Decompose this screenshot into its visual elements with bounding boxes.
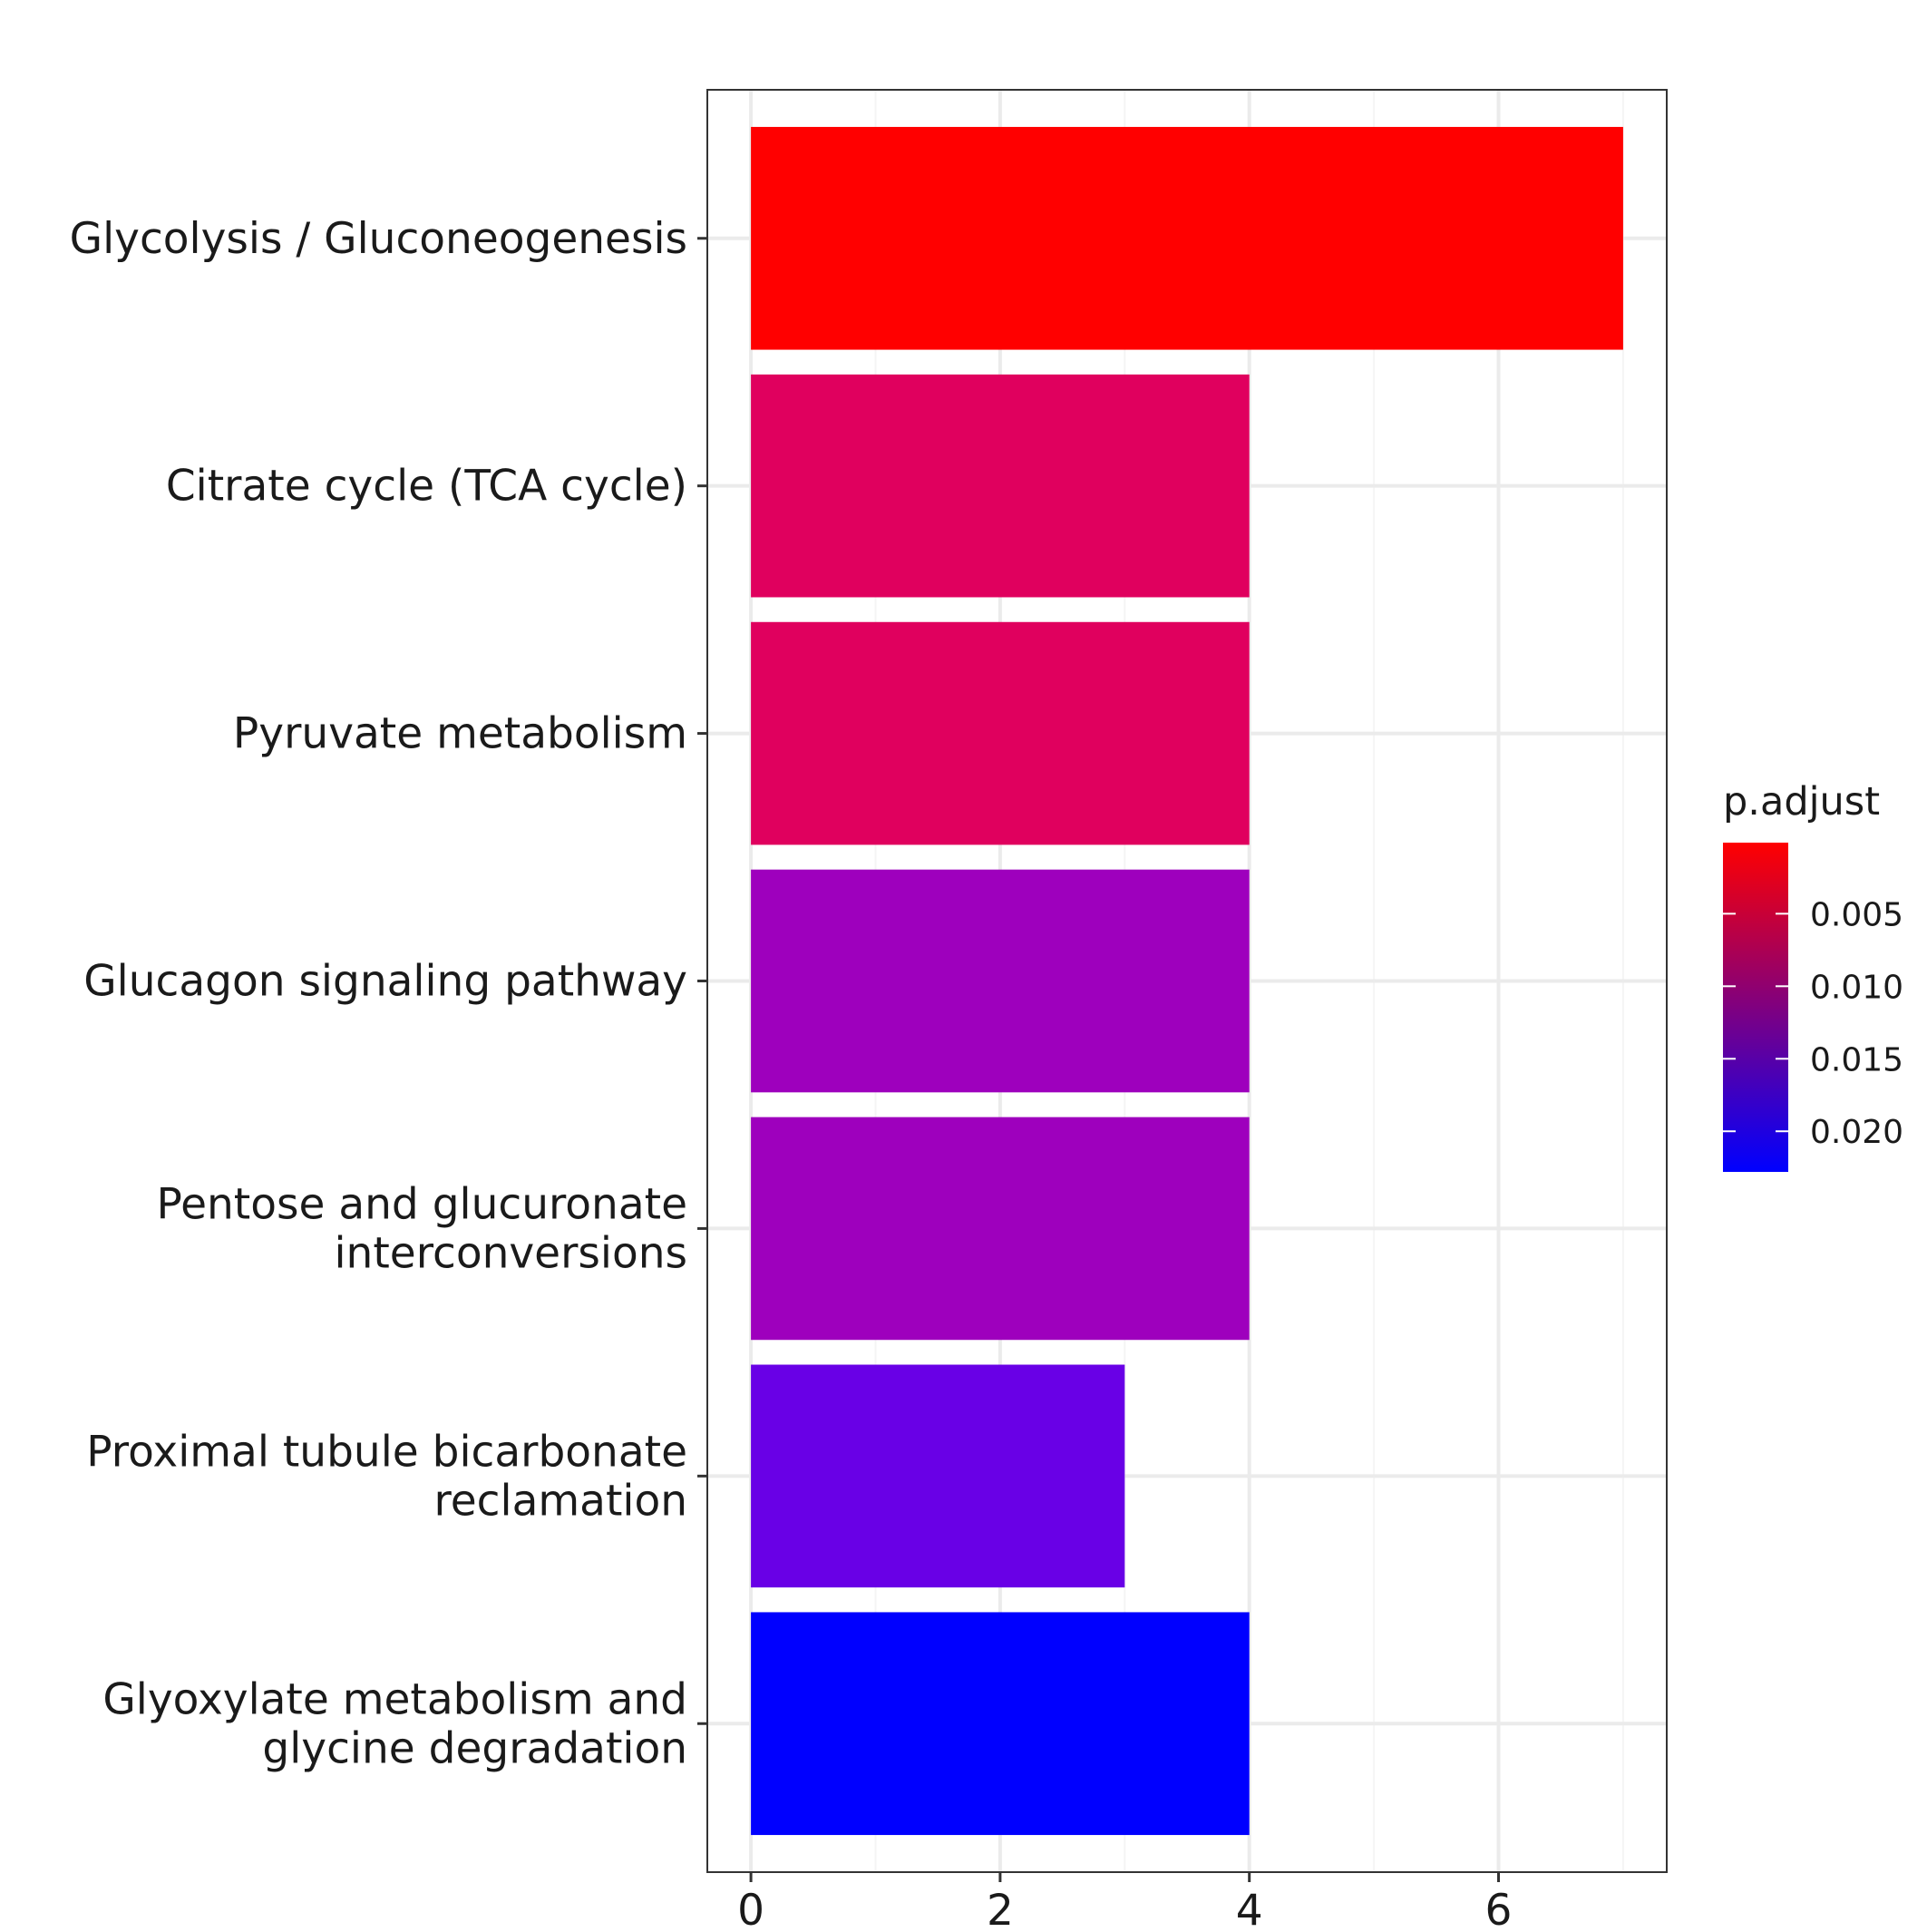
bar [751, 621, 1250, 845]
y-tick-label: Pentose and glucuronate [156, 1179, 687, 1229]
y-tick-label: Proximal tubule bicarbonate [86, 1427, 687, 1477]
y-tick-label: Glyoxylate metabolism and [102, 1674, 687, 1724]
x-tick-label: 4 [1236, 1886, 1263, 1927]
y-tick-label: Pyruvate metabolism [233, 709, 687, 759]
y-tick-label: glycine degradation [262, 1723, 687, 1773]
y-tick-label: interconversions [335, 1228, 688, 1278]
x-axis: 0 2 4 6 [737, 1872, 1513, 1932]
y-tick-label: Glycolysis / Gluconeogenesis [70, 214, 687, 264]
legend-tick-label: 0.010 [1810, 969, 1903, 1006]
bar [751, 374, 1250, 598]
y-tick-label: Citrate cycle (TCA cycle) [166, 462, 687, 512]
x-tick-label: 0 [737, 1886, 764, 1927]
y-axis: Glycolysis / Gluconeogenesis Citrate cycl… [70, 214, 707, 1773]
legend-colorbar [1723, 843, 1788, 1172]
bar [751, 1612, 1250, 1836]
bar [751, 1364, 1125, 1588]
x-tick-label: 2 [987, 1886, 1014, 1927]
bar [751, 126, 1623, 350]
legend: p.adjust 0.005 0.010 0.015 0.020 [1723, 779, 1903, 1172]
legend-ticks: 0.005 0.010 0.015 0.020 [1723, 896, 1903, 1151]
legend-tick-label: 0.005 [1810, 896, 1903, 933]
y-tick-label: Glucagon signaling pathway [83, 957, 687, 1007]
x-tick-label: 6 [1485, 1886, 1513, 1927]
bars [751, 126, 1623, 1836]
legend-tick-label: 0.020 [1810, 1114, 1903, 1151]
legend-tick-label: 0.015 [1810, 1041, 1903, 1078]
bar [751, 869, 1250, 1093]
y-tick-label: reclamation [433, 1476, 687, 1526]
legend-title: p.adjust [1723, 779, 1880, 825]
bar [751, 1117, 1250, 1341]
